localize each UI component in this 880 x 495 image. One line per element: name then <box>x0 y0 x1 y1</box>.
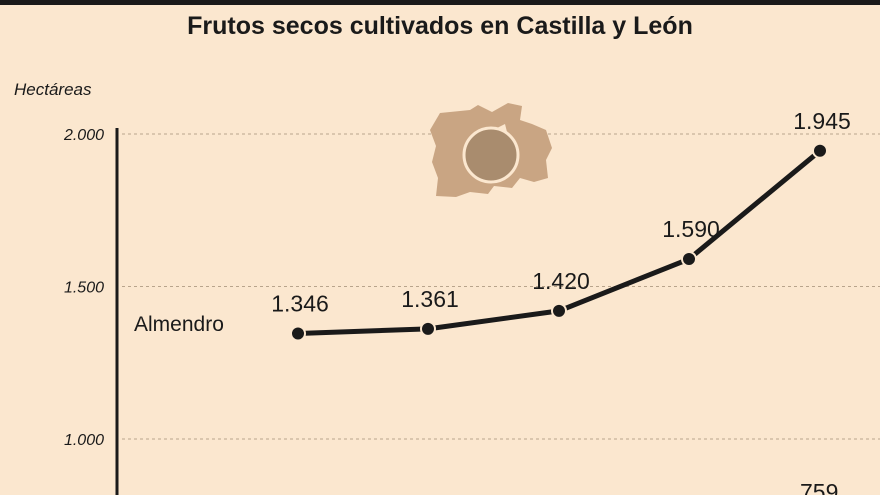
chart-title: Frutos secos cultivados en Castilla y Le… <box>187 12 693 40</box>
y-tick-label: 1.000 <box>64 432 104 449</box>
data-point <box>681 251 697 268</box>
top-rule <box>0 0 880 5</box>
castilla-y-leon-map-icon <box>430 103 552 197</box>
data-point <box>290 325 306 342</box>
data-label: 1.361 <box>401 286 459 312</box>
data-label: 1.590 <box>662 216 720 242</box>
data-point <box>420 320 436 337</box>
y-tick-label: 2.000 <box>63 127 104 144</box>
data-points <box>290 142 828 342</box>
data-label: 1.420 <box>532 268 590 294</box>
y-axis-label: Hectáreas <box>14 80 92 99</box>
annotation-759: 759 <box>800 479 838 495</box>
y-tick-labels: 1.000 1.500 2.000 <box>63 127 104 449</box>
series-name-label: Almendro <box>134 313 224 336</box>
data-point <box>551 302 567 319</box>
data-point <box>812 142 828 159</box>
data-label: 1.945 <box>793 108 851 134</box>
data-label: 1.346 <box>271 290 329 316</box>
data-labels: 1.346 1.361 1.420 1.590 1.945 <box>271 108 851 317</box>
y-tick-label: 1.500 <box>64 280 104 297</box>
